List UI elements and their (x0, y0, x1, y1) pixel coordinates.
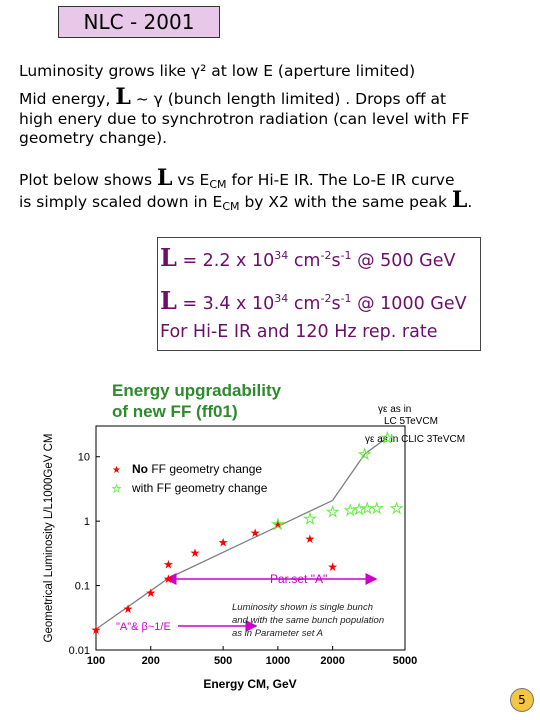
note-line-2: and with the same bunch population (232, 615, 384, 626)
cm-subscript: CM (209, 178, 227, 191)
y-tick-label: 10 (78, 452, 90, 464)
text-line-5-post: for Hi-E IR. The Lo-E IR curve (226, 171, 455, 189)
eq1-exponent: 34 (274, 249, 289, 262)
red-star-point: ★ (190, 546, 201, 560)
green-star-point: ★ (381, 429, 394, 445)
legend-green-star: ★ (112, 484, 121, 495)
text-line-4: geometry change). (19, 129, 168, 147)
luminosity-symbol: L (451, 187, 468, 213)
x-tick-label: 100 (87, 655, 105, 667)
eq1-energy: @ 500 GeV (351, 251, 456, 271)
chart-heading-2: of new FF (ff01) (112, 402, 238, 421)
x-tick-label: 5000 (393, 655, 417, 667)
data-points: ★★★★★★★★★★★★ ★ ★ ★★★★ ★★★ (91, 429, 404, 637)
green-star-point: ★ (344, 502, 357, 518)
eq2-unit-s-exp: -1 (340, 292, 352, 305)
axis-ticks: 100 200 500 1000 2000 5000 0.01 0.1 1 10 (69, 452, 418, 667)
text-line-6-pre: is simply scaled down in E (19, 193, 223, 211)
eq2-exponent: 34 (274, 292, 289, 305)
beta-label: "A"& β~1/E (116, 621, 171, 633)
y-tick-label: 0.1 (75, 581, 90, 593)
page-number-badge: 5 (510, 688, 534, 712)
text-line-6-end: . (467, 193, 473, 211)
legend-red-label: No FF geometry change (132, 462, 262, 476)
green-star-point: ★ (358, 446, 371, 462)
note-line-3: as in Parameter set A (232, 628, 323, 639)
red-star-point: ★ (163, 572, 174, 586)
text-line-3: high enery due to synchrotron radiation … (19, 110, 470, 128)
luminosity-chart: 100 200 500 1000 2000 5000 0.01 0.1 1 10 Energy u… (43, 381, 465, 691)
cm-subscript: CM (222, 200, 240, 213)
text-line-6-mid: by X2 with the same peak (239, 193, 452, 211)
text-line-6: is simply scaled down in ECM by X2 with … (19, 189, 473, 216)
green-star-point: ★ (361, 500, 374, 516)
text-line-5-mid: vs E (172, 171, 210, 189)
luminosity-box: L = 2.2 x 1034 cm-2s-1 @ 500 GeV L = 3.4… (157, 237, 481, 351)
red-star-point: ★ (91, 623, 102, 637)
luminosity-symbol: L (115, 84, 131, 110)
note-line-1: Luminosity shown is single bunch (232, 602, 373, 613)
red-star-point: ★ (123, 602, 134, 616)
green-star-point: ★ (371, 500, 384, 516)
eq1-coefficient: = 2.2 x 10 (176, 251, 275, 271)
red-star-point: ★ (218, 536, 229, 550)
green-star-point: ★ (390, 500, 403, 516)
text-line-1: Luminosity grows like γ² at low E (apert… (19, 62, 416, 80)
red-star-point: ★ (163, 558, 174, 572)
trend-line (95, 577, 169, 630)
y-axis-label: Geometrical Luminosity L/L1000GeV CM (43, 433, 55, 642)
x-tick-label: 200 (142, 655, 160, 667)
rep-rate-note: For Hi-E IR and 120 Hz rep. rate (160, 322, 438, 342)
eq2-unit-cm-exp: -2 (320, 292, 332, 305)
trend-line (168, 499, 333, 579)
eq2-energy: @ 1000 GeV (351, 294, 467, 314)
red-star-point: ★ (272, 518, 283, 532)
eq1-unit-cm: cm (288, 251, 321, 271)
text-line-5: Plot below shows L vs ECM for Hi-E IR. T… (19, 167, 455, 194)
red-star-point: ★ (145, 586, 156, 600)
green-star-point: ★ (326, 504, 339, 520)
trend-line (364, 436, 388, 455)
green-star-point: ★ (304, 510, 317, 526)
text-line-2-post: ~ γ (bunch length limited) . Drops off a… (130, 90, 447, 108)
luminosity-symbol: L (160, 286, 177, 315)
red-star-point: ★ (250, 526, 261, 540)
y-tick-label: 1 (84, 516, 90, 528)
x-tick-label: 500 (214, 655, 232, 667)
text-line-5-pre: Plot below shows (19, 171, 157, 189)
y-tick-label: 0.01 (69, 645, 90, 657)
green-star-point: ★ (272, 516, 285, 532)
trend-line (332, 453, 366, 501)
red-star-point: ★ (327, 560, 338, 574)
eq1-unit-s-exp: -1 (340, 249, 352, 262)
x-tick-label: 2000 (320, 655, 344, 667)
text-line-2: Mid energy, L ~ γ (bunch length limited)… (19, 86, 447, 109)
green-star-point: ★ (353, 501, 366, 517)
parset-label: Par.set "A" (270, 572, 327, 586)
eq1-unit-cm-exp: -2 (320, 249, 332, 262)
luminosity-symbol: L (160, 243, 177, 272)
annotation-clic: γε as in CLIC 3TeVCM (365, 434, 465, 445)
eq2-coefficient: = 3.4 x 10 (176, 294, 275, 314)
legend-red-star: ★ (112, 465, 121, 476)
legend-green-label: with FF geometry change (131, 481, 268, 495)
annotation-lc-2: LC 5TeVCM (384, 416, 438, 427)
x-axis-label: Energy CM, GeV (203, 677, 296, 691)
trend-lines (95, 436, 388, 630)
chart-heading-1: Energy upgradability (112, 381, 282, 400)
slide-title: NLC - 2001 (58, 6, 220, 38)
plot-frame (95, 425, 406, 651)
annotation-lc-1: γε as in (378, 404, 411, 415)
eq2-unit-cm: cm (288, 294, 321, 314)
luminosity-1000: L = 3.4 x 1034 cm-2s-1 @ 1000 GeV (160, 286, 467, 315)
luminosity-500: L = 2.2 x 1034 cm-2s-1 @ 500 GeV (160, 243, 455, 272)
red-star-point: ★ (305, 532, 316, 546)
text-line-2-pre: Mid energy, (19, 90, 116, 108)
legend-red-rest: FF geometry change (148, 462, 262, 476)
eq2-unit-s: s (331, 294, 341, 314)
x-tick-label: 1000 (266, 655, 290, 667)
eq1-unit-s: s (331, 251, 341, 271)
luminosity-symbol: L (156, 165, 173, 191)
legend-red-bold: No (132, 462, 148, 476)
